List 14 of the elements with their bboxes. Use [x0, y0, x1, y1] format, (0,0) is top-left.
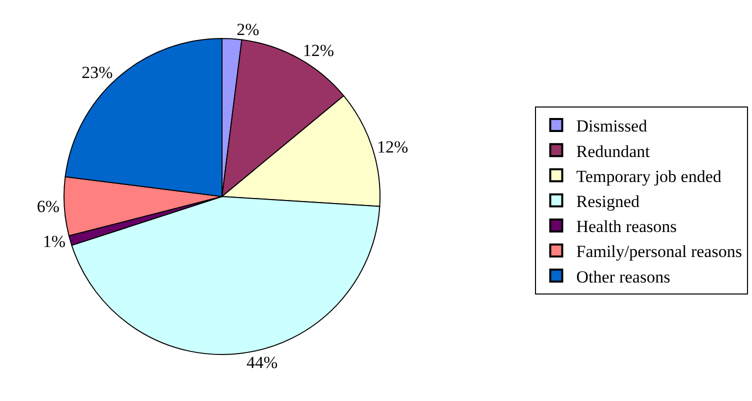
legend-label: Redundant — [576, 142, 650, 161]
legend-label: Health reasons — [576, 217, 677, 236]
data-label: 1% — [42, 232, 66, 251]
data-label: 2% — [236, 20, 260, 39]
legend-label: Dismissed — [576, 116, 648, 136]
data-label: 6% — [36, 196, 60, 216]
data-label: 44% — [246, 353, 278, 372]
data-label: 12% — [377, 137, 408, 156]
legend-label: Other reasons — [576, 267, 670, 286]
data-label: 12% — [302, 41, 334, 60]
data-label: 23% — [82, 63, 113, 82]
legend-label: Resigned — [576, 192, 640, 211]
legend-label: Temporary job ended — [576, 166, 722, 186]
legend-label: Family/personal reasons — [576, 242, 742, 262]
